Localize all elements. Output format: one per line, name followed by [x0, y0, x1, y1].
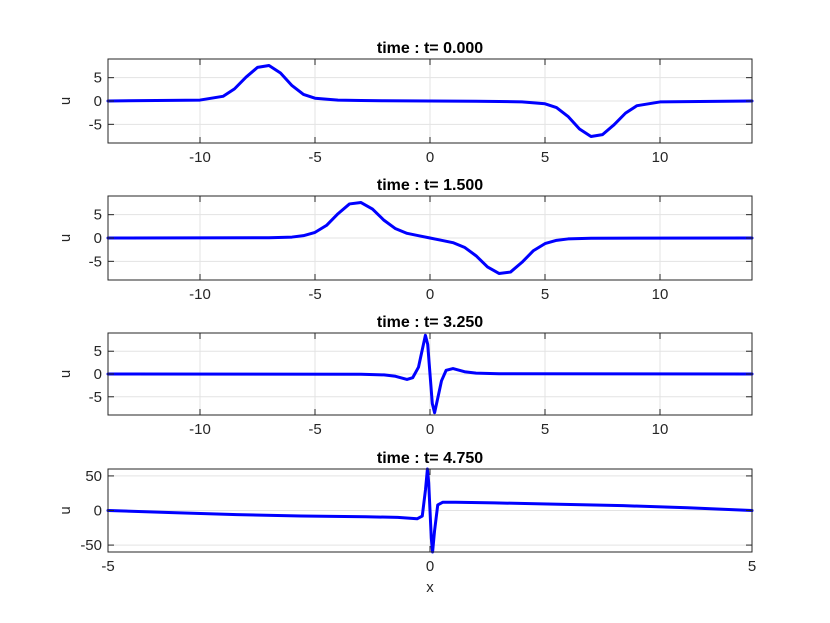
y-tick-label: 0: [94, 366, 102, 383]
y-axis-label: u: [57, 506, 74, 514]
y-tick-label: -50: [80, 537, 102, 554]
x-tick-label: 10: [652, 286, 669, 303]
x-tick-label: -10: [189, 421, 211, 438]
y-tick-label: 5: [94, 343, 102, 360]
subplot-title: time : t= 0.000: [377, 40, 483, 57]
subplot-title: time : t= 1.500: [377, 177, 483, 194]
x-tick-label: -5: [101, 558, 114, 575]
subplot-3: -10 -5 0 5 10 -5 0 5 time : t= 3.250 u: [57, 314, 754, 438]
x-tick-label: 0: [426, 286, 434, 303]
series-line: [106, 333, 754, 415]
y-tick-label: -5: [89, 253, 102, 270]
y-axis-label: u: [57, 234, 74, 242]
series-line: [106, 201, 754, 275]
x-tick-label: 0: [426, 558, 434, 575]
x-tick-label: 5: [541, 421, 549, 438]
subplot-title: time : t= 3.250: [377, 314, 483, 331]
y-tick-label: 0: [94, 503, 102, 520]
x-tick-label: 5: [541, 286, 549, 303]
x-tick-label: 0: [426, 421, 434, 438]
series-line: [106, 467, 754, 554]
series-line: [106, 64, 754, 138]
y-tick-label: -5: [89, 389, 102, 406]
y-tick-label: 5: [94, 207, 102, 224]
x-tick-label: 0: [426, 149, 434, 166]
x-tick-label: 5: [748, 558, 756, 575]
x-tick-label: 5: [541, 149, 549, 166]
y-tick-label: 0: [94, 93, 102, 110]
x-tick-label: -5: [308, 421, 321, 438]
x-tick-label: -10: [189, 149, 211, 166]
y-tick-label: 50: [85, 468, 102, 485]
x-tick-label: -5: [308, 149, 321, 166]
x-tick-label: -10: [189, 286, 211, 303]
y-tick-label: 5: [94, 70, 102, 87]
subplot-2: -10 -5 0 5 10 -5 0 5 time : t= 1.500 u: [57, 177, 754, 303]
y-axis-label: u: [57, 370, 74, 378]
y-tick-label: -5: [89, 116, 102, 133]
x-tick-label: -5: [308, 286, 321, 303]
subplot-1: -10 -5 0 5 10 -5 0 5 time : t= 0.000 u: [57, 40, 754, 166]
y-axis-label: u: [57, 97, 74, 105]
x-tick-label: 10: [652, 421, 669, 438]
subplot-title: time : t= 4.750: [377, 450, 483, 467]
x-tick-label: 10: [652, 149, 669, 166]
y-tick-label: 0: [94, 230, 102, 247]
x-axis-label: x: [426, 579, 434, 596]
